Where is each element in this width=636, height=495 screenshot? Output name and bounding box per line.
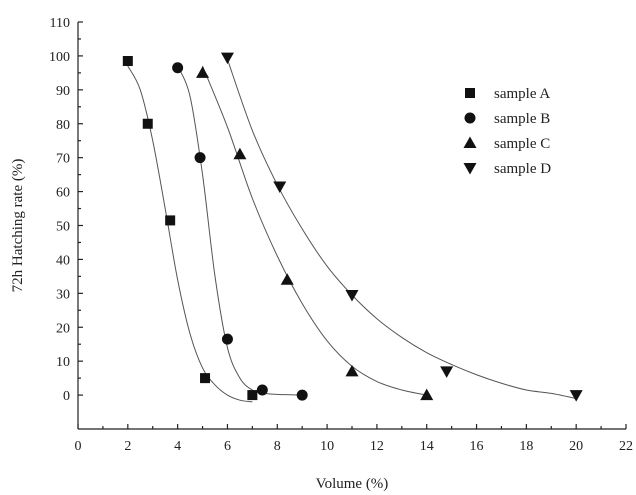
data-point-sample-b bbox=[221, 333, 233, 345]
y-tick-label: 30 bbox=[56, 287, 70, 302]
data-points bbox=[122, 52, 583, 402]
x-tick-label: 8 bbox=[274, 439, 281, 454]
fit-curve-sample-a bbox=[127, 65, 253, 403]
x-tick-label: 6 bbox=[224, 439, 231, 454]
x-tick-label: 12 bbox=[370, 439, 384, 454]
x-tick-label: 14 bbox=[420, 439, 434, 454]
y-tick-label: 10 bbox=[56, 355, 70, 370]
data-point-sample-b bbox=[172, 62, 184, 74]
y-tick-label: 20 bbox=[56, 321, 70, 336]
data-point-sample-d bbox=[220, 52, 234, 65]
fit-curve-sample-d bbox=[226, 59, 577, 399]
legend-marker-sample-d bbox=[463, 163, 477, 175]
x-tick-label: 22 bbox=[619, 439, 633, 454]
legend-marker-sample-c bbox=[463, 136, 477, 148]
y-tick-label: 100 bbox=[49, 50, 70, 65]
legend-label-sample-b: sample B bbox=[494, 111, 550, 127]
data-point-sample-c bbox=[280, 273, 294, 285]
legend-label-sample-a: sample A bbox=[494, 86, 550, 102]
data-point-sample-c bbox=[345, 364, 359, 377]
legend: sample A sample B sample C sample D bbox=[463, 86, 551, 177]
data-point-sample-d bbox=[440, 366, 454, 378]
fit-curve-sample-b bbox=[177, 65, 303, 396]
x-tick-label: 2 bbox=[124, 439, 131, 454]
y-axis-label: 72h Hatching rate (%) bbox=[10, 159, 26, 293]
data-point-sample-d bbox=[345, 290, 359, 302]
x-tick-label: 0 bbox=[75, 439, 82, 454]
data-point-sample-c bbox=[196, 66, 210, 78]
data-point-sample-a bbox=[122, 56, 133, 67]
y-tick-label: 40 bbox=[56, 253, 70, 268]
data-point-sample-d bbox=[273, 181, 287, 193]
data-point-sample-c bbox=[420, 388, 434, 401]
data-point-sample-b bbox=[194, 152, 206, 164]
y-tick-label: 60 bbox=[56, 186, 70, 201]
data-point-sample-b bbox=[296, 389, 308, 401]
data-point-sample-b bbox=[256, 384, 268, 396]
y-tick-label: 80 bbox=[56, 118, 70, 133]
x-axis-label: Volume (%) bbox=[316, 476, 389, 492]
x-tick-label: 4 bbox=[174, 439, 181, 454]
data-point-sample-a bbox=[142, 118, 153, 129]
x-tick-label: 18 bbox=[519, 439, 533, 454]
x-tick-label: 20 bbox=[569, 439, 583, 454]
data-point-sample-c bbox=[233, 147, 247, 160]
y-tick-label: 50 bbox=[56, 220, 70, 235]
legend-label-sample-c: sample C bbox=[494, 136, 550, 152]
y-tick-label: 90 bbox=[56, 84, 70, 99]
axes: 0 2 4 6 8 10 12 14 16 18 20 22 0 10 20 30 40 50 60 70 80 90 10… bbox=[49, 16, 633, 454]
data-point-sample-a bbox=[200, 373, 211, 384]
y-tick-label: 110 bbox=[50, 16, 70, 31]
legend-marker-sample-a bbox=[465, 88, 475, 98]
data-point-sample-a bbox=[247, 390, 258, 401]
data-point-sample-d bbox=[569, 390, 583, 402]
fit-curves bbox=[127, 59, 577, 403]
x-tick-label: 16 bbox=[470, 439, 484, 454]
x-tick-label: 10 bbox=[320, 439, 334, 454]
legend-label-sample-d: sample D bbox=[494, 161, 551, 177]
fit-curve-sample-c bbox=[202, 65, 427, 396]
y-tick-label: 70 bbox=[56, 152, 70, 167]
legend-marker-sample-b bbox=[464, 112, 476, 124]
data-point-sample-a bbox=[165, 215, 176, 226]
y-tick-label: 0 bbox=[63, 389, 70, 404]
